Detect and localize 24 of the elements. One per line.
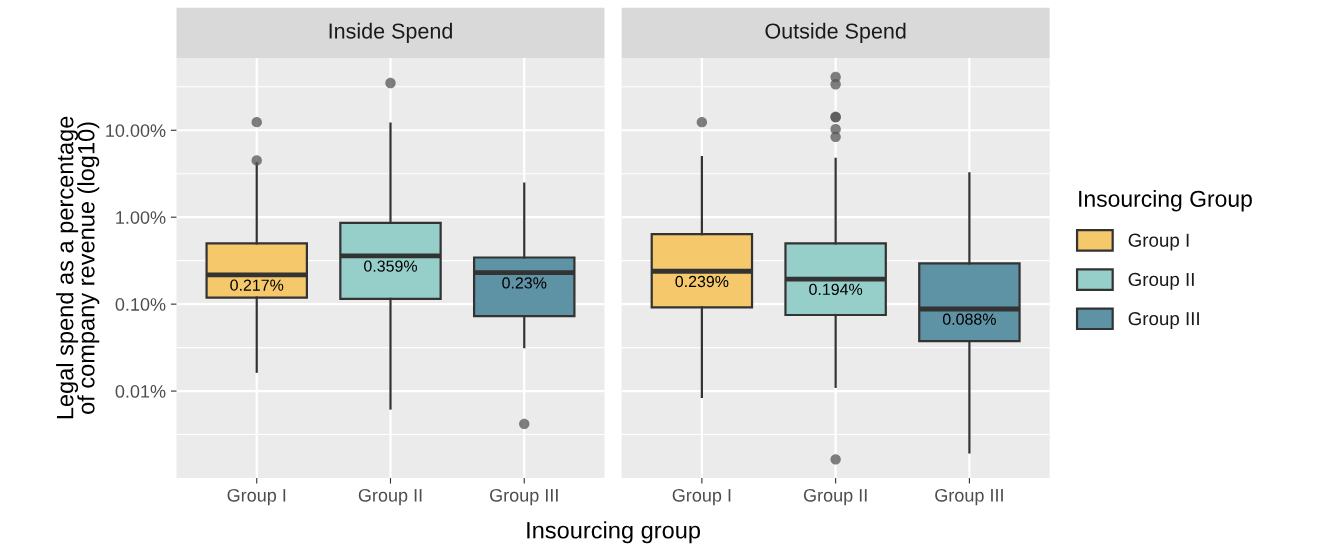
legend-title: Insourcing Group (1079, 190, 1252, 212)
legend-label: Group I (1128, 233, 1189, 251)
x-tick-label: Group I (672, 488, 731, 506)
x-tick-label: Group I (227, 488, 286, 506)
y-tick-label: 10.00% (106, 124, 166, 137)
text: 0.23% (502, 277, 547, 289)
text: 0.239% (675, 275, 729, 288)
text: 0.359% (364, 260, 418, 272)
y-tick-label: 1.00% (116, 211, 166, 224)
text: 0.217% (230, 279, 284, 291)
chart-title: Inside Spend (329, 22, 452, 43)
legend-label: Group III (1128, 311, 1199, 329)
chart-title: Outside Spend (765, 22, 906, 43)
y-axis-title: Legal spend as a percentage of company revenue (log10) (56, 116, 100, 419)
legend-label: Group II (1128, 272, 1194, 290)
y-tick-label: 0.10% (115, 298, 166, 311)
x-tick-label: Group II (358, 488, 422, 506)
text: 0.194% (809, 283, 863, 296)
y-tick-label: 0.01% (115, 385, 166, 398)
x-tick-label: Group II (803, 488, 867, 506)
x-tick-label: Group III (935, 488, 1003, 506)
x-tick-label: Group III (490, 488, 558, 506)
text: 0.088% (942, 313, 996, 325)
x-axis-title: Insourcing group (527, 521, 701, 544)
